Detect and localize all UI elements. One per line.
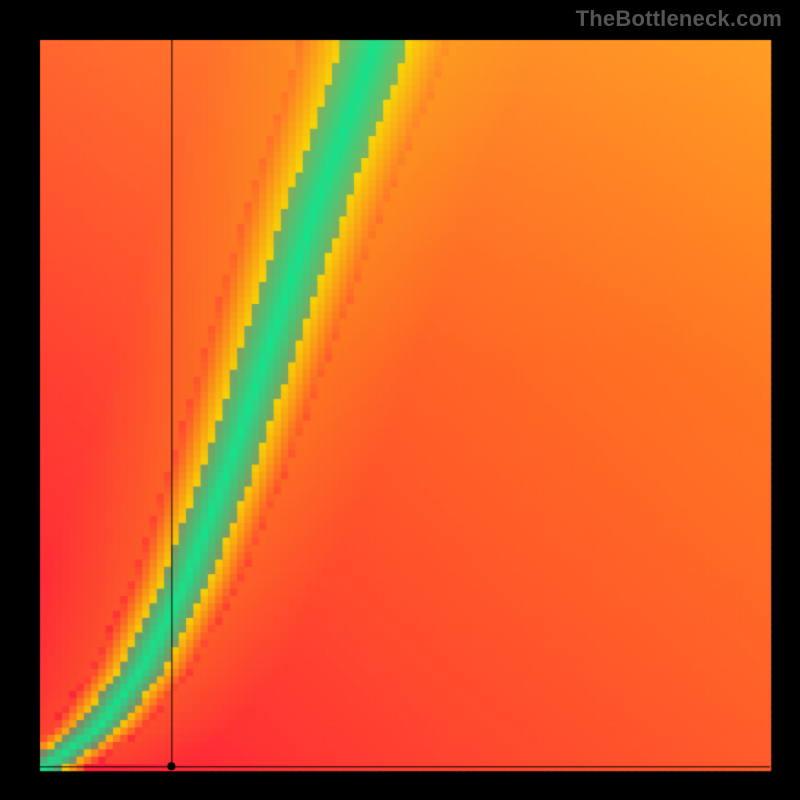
bottleneck-heatmap: [0, 0, 800, 800]
watermark-text: TheBottleneck.com: [576, 6, 782, 32]
